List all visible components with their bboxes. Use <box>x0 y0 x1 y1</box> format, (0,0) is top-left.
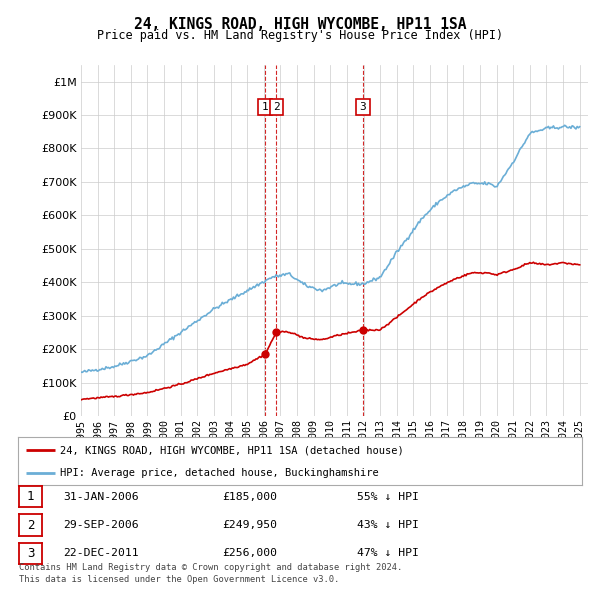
Text: HPI: Average price, detached house, Buckinghamshire: HPI: Average price, detached house, Buck… <box>60 468 379 478</box>
Text: 47% ↓ HPI: 47% ↓ HPI <box>357 549 419 558</box>
Text: 2: 2 <box>27 519 34 532</box>
Text: 3: 3 <box>27 547 34 560</box>
Text: 1: 1 <box>27 490 34 503</box>
Text: 2: 2 <box>273 102 280 112</box>
Text: 24, KINGS ROAD, HIGH WYCOMBE, HP11 1SA: 24, KINGS ROAD, HIGH WYCOMBE, HP11 1SA <box>134 17 466 31</box>
Text: This data is licensed under the Open Government Licence v3.0.: This data is licensed under the Open Gov… <box>19 575 340 584</box>
Text: 43% ↓ HPI: 43% ↓ HPI <box>357 520 419 530</box>
Text: £249,950: £249,950 <box>222 520 277 530</box>
Text: Contains HM Land Registry data © Crown copyright and database right 2024.: Contains HM Land Registry data © Crown c… <box>19 563 403 572</box>
Text: Price paid vs. HM Land Registry's House Price Index (HPI): Price paid vs. HM Land Registry's House … <box>97 30 503 42</box>
Text: 1: 1 <box>262 102 269 112</box>
Text: 31-JAN-2006: 31-JAN-2006 <box>63 492 139 502</box>
Text: 29-SEP-2006: 29-SEP-2006 <box>63 520 139 530</box>
Text: 22-DEC-2011: 22-DEC-2011 <box>63 549 139 558</box>
Text: £256,000: £256,000 <box>222 549 277 558</box>
Text: £185,000: £185,000 <box>222 492 277 502</box>
Text: 55% ↓ HPI: 55% ↓ HPI <box>357 492 419 502</box>
Text: 24, KINGS ROAD, HIGH WYCOMBE, HP11 1SA (detached house): 24, KINGS ROAD, HIGH WYCOMBE, HP11 1SA (… <box>60 445 404 455</box>
Text: 3: 3 <box>360 102 367 112</box>
